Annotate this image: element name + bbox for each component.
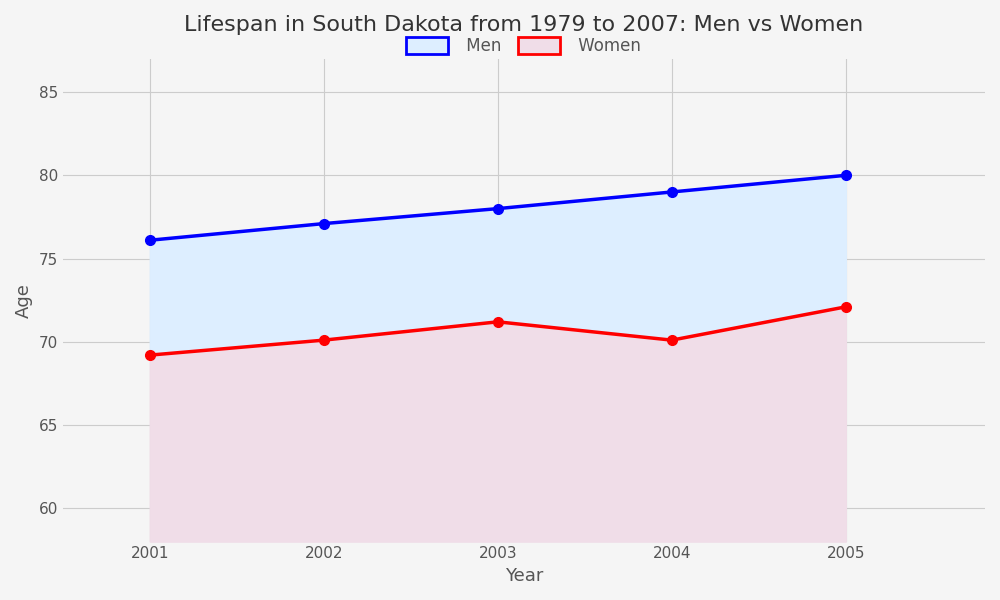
Legend:  Men,  Women: Men, Women	[398, 28, 650, 64]
X-axis label: Year: Year	[505, 567, 543, 585]
Y-axis label: Age: Age	[15, 283, 33, 317]
Title: Lifespan in South Dakota from 1979 to 2007: Men vs Women: Lifespan in South Dakota from 1979 to 20…	[184, 15, 864, 35]
